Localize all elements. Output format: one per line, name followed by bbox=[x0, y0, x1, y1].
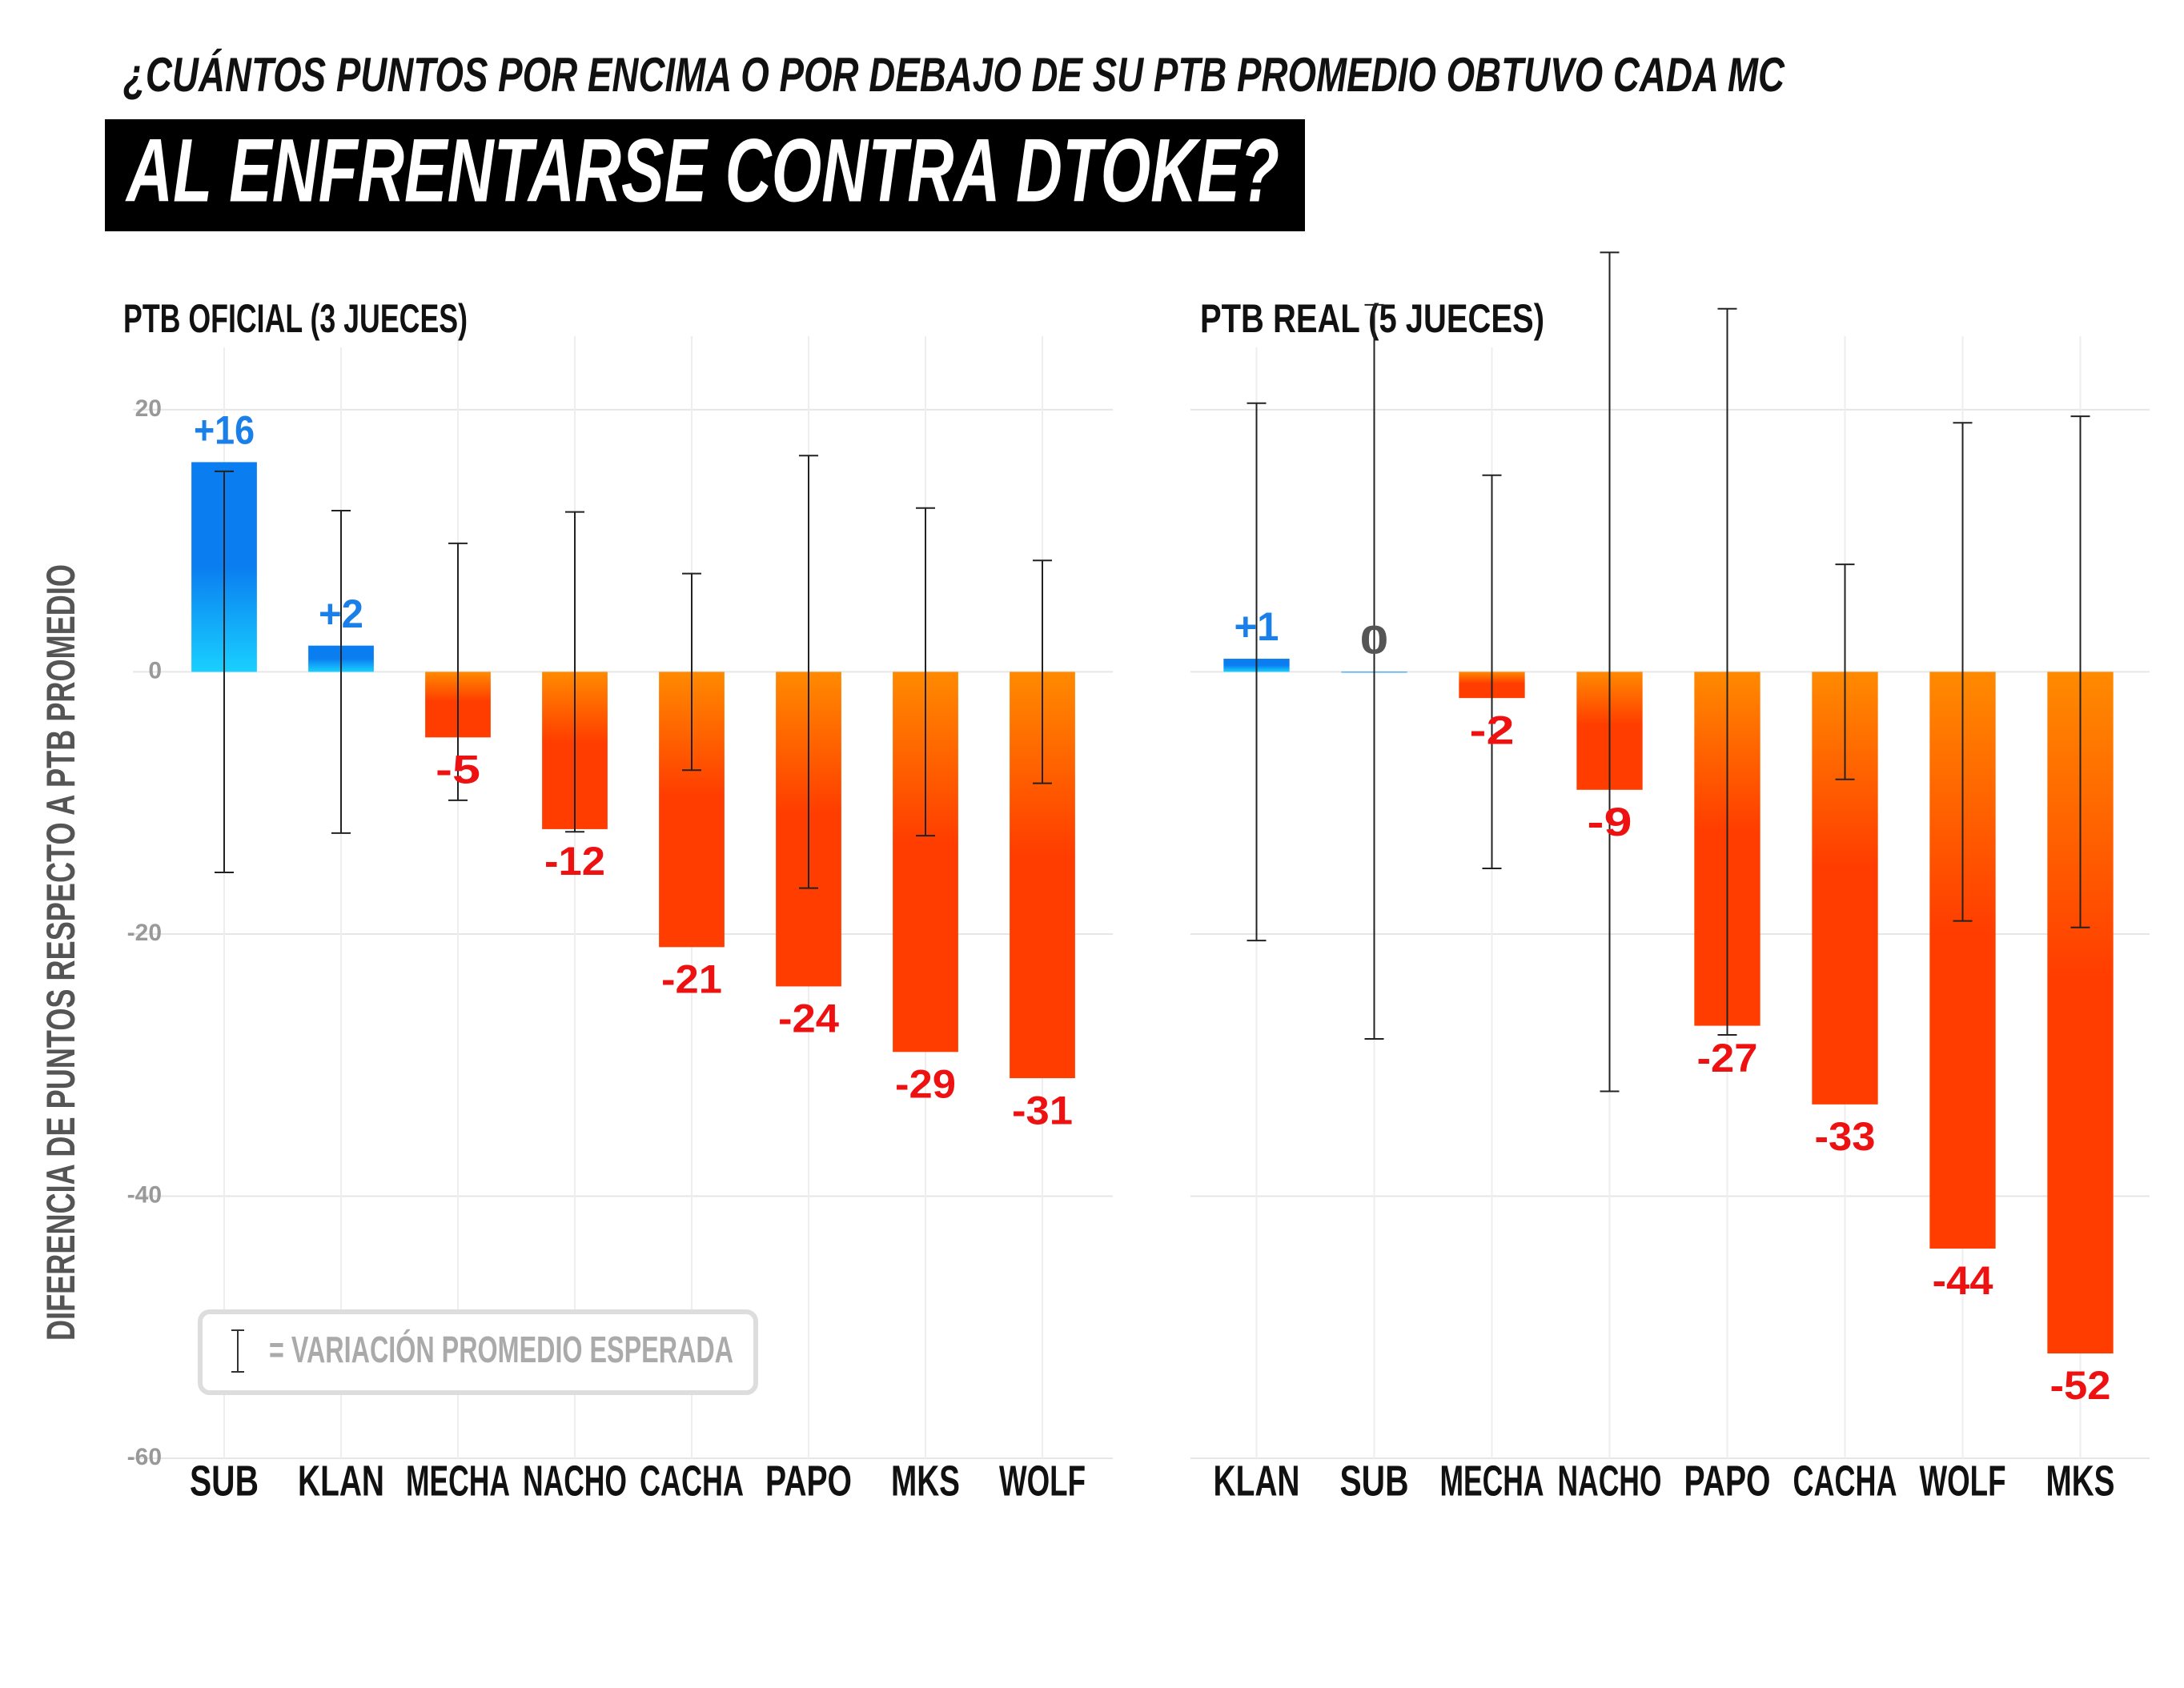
value-label: +1 bbox=[1235, 604, 1279, 649]
y-tick-label: -20 bbox=[127, 920, 162, 946]
error-bar bbox=[331, 509, 351, 834]
legend-box bbox=[198, 1309, 758, 1395]
value-label: -5 bbox=[436, 747, 480, 792]
error-bar bbox=[916, 507, 935, 837]
panel-title: PTB OFICIAL (3 JUECES) bbox=[123, 296, 468, 341]
title-box bbox=[105, 119, 1305, 231]
x-tick-label: WOLF bbox=[999, 1457, 1086, 1505]
error-bar bbox=[1717, 307, 1737, 1036]
error-bar bbox=[682, 572, 701, 772]
value-label: -24 bbox=[778, 996, 839, 1041]
value-label: -29 bbox=[895, 1062, 956, 1107]
panel-title-bg bbox=[1195, 296, 1516, 347]
x-tick-label: NACHO bbox=[1558, 1457, 1662, 1505]
error-bar bbox=[799, 455, 818, 889]
value-label: 0 bbox=[1360, 618, 1389, 663]
value-label: +2 bbox=[319, 591, 363, 636]
error-bar bbox=[1247, 402, 1267, 942]
x-tick-label: MKS bbox=[891, 1457, 960, 1505]
y-axis-label: DIFERENCIA DE PUNTOS RESPECTO A PTB PROM… bbox=[38, 564, 83, 1341]
value-label: -21 bbox=[661, 957, 722, 1002]
x-tick-label: PAPO bbox=[765, 1457, 852, 1505]
y-tick-label: -60 bbox=[127, 1444, 162, 1470]
x-tick-label: MECHA bbox=[1440, 1457, 1544, 1505]
value-label: -31 bbox=[1012, 1088, 1073, 1133]
x-tick-label: CACHA bbox=[1793, 1457, 1897, 1505]
x-tick-label: SUB bbox=[190, 1457, 259, 1505]
y-tick-label: 20 bbox=[135, 395, 162, 422]
error-bar bbox=[1835, 563, 1855, 780]
x-tick-label: NACHO bbox=[523, 1457, 627, 1505]
x-tick-label: WOLF bbox=[1920, 1457, 2006, 1505]
error-bar bbox=[1364, 303, 1384, 1040]
x-tick-label: PAPO bbox=[1684, 1457, 1771, 1505]
error-bar bbox=[448, 542, 468, 801]
value-label: +16 bbox=[194, 408, 255, 453]
x-tick-label: CACHA bbox=[640, 1457, 744, 1505]
error-bar bbox=[215, 470, 234, 873]
legend-icon bbox=[231, 1329, 244, 1373]
y-tick-label: 0 bbox=[148, 657, 162, 684]
panel-title-bg bbox=[118, 296, 439, 347]
x-tick-label: KLAN bbox=[1214, 1457, 1300, 1505]
value-label: -44 bbox=[1933, 1258, 1993, 1303]
error-bar bbox=[565, 511, 584, 833]
panel-title: PTB REAL (5 JUECES) bbox=[1200, 296, 1544, 341]
x-tick-label: KLAN bbox=[298, 1457, 384, 1505]
x-tick-label: MKS bbox=[2046, 1457, 2115, 1505]
x-tick-label: SUB bbox=[1340, 1457, 1409, 1505]
legend-label: = VARIACIÓN PROMEDIO ESPERADA bbox=[269, 1329, 733, 1370]
value-label: -9 bbox=[1588, 800, 1632, 844]
y-tick-label: -40 bbox=[127, 1181, 162, 1208]
value-label: -33 bbox=[1815, 1114, 1876, 1159]
value-label: -12 bbox=[544, 839, 605, 884]
value-label: -52 bbox=[2050, 1363, 2111, 1408]
error-bar bbox=[1953, 422, 1973, 922]
value-label: -2 bbox=[1470, 708, 1515, 752]
x-tick-label: MECHA bbox=[406, 1457, 510, 1505]
error-bar bbox=[1600, 251, 1620, 1093]
error-bar bbox=[1033, 559, 1052, 784]
subtitle: ¿CUÁNTOS PUNTOS POR ENCIMA O POR DEBAJO … bbox=[123, 48, 1785, 102]
error-bar bbox=[2070, 415, 2090, 928]
error-bar bbox=[1482, 474, 1502, 870]
value-label: -27 bbox=[1697, 1036, 1758, 1081]
title: AL ENFRENTARSE CONTRA DTOKE? bbox=[125, 121, 1279, 221]
